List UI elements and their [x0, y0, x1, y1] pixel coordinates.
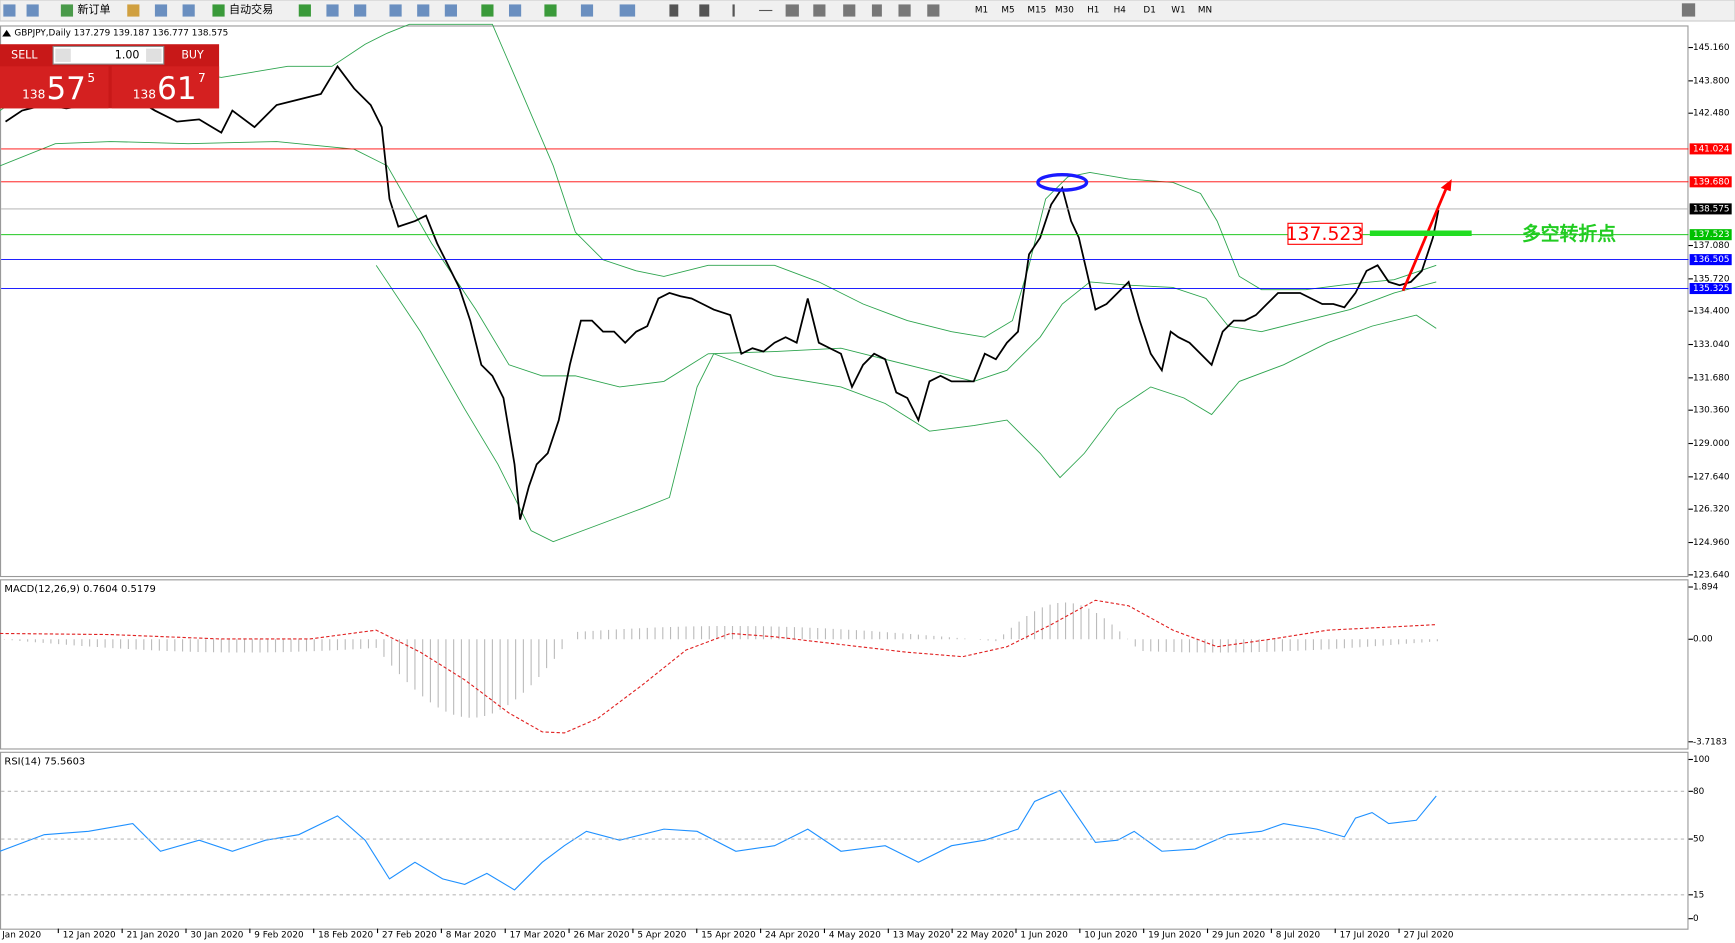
price-line-tag [1689, 254, 1732, 266]
bollinger-bands [0, 23, 1437, 543]
level-annotation: 137.523 [1286, 224, 1364, 245]
timeframe-button[interactable]: M30 [1055, 5, 1074, 15]
collapse-icon [2, 29, 12, 37]
date-label: 9 Feb 2020 [254, 931, 304, 941]
y-tick-label: 135.720 [1693, 274, 1730, 284]
lots-input[interactable]: 1.00 [115, 48, 140, 61]
symbol-info: GBPJPY,Daily 137.279 139.187 136.777 138… [14, 29, 228, 39]
date-label: 15 Apr 2020 [701, 931, 756, 941]
sell-price-big[interactable]: 138 [22, 88, 45, 102]
timeframe-button[interactable]: H4 [1114, 5, 1127, 15]
timeframe-button[interactable]: M15 [1027, 5, 1046, 15]
y-tick-label: 100 [1693, 755, 1710, 765]
one-click-trading [0, 44, 220, 109]
macd-histogram [3, 602, 1438, 718]
timeframe-button[interactable]: M5 [1001, 5, 1014, 15]
timeframe-button[interactable]: MN [1198, 5, 1212, 15]
y-tick-label: 15 [1693, 890, 1704, 900]
date-label: 4 May 2020 [829, 931, 881, 941]
buy-price-pips[interactable]: 61 [157, 71, 196, 107]
price-line-tag [1689, 283, 1732, 295]
price-line-label: 137.523 [1693, 230, 1730, 240]
y-tick-label: 131.680 [1693, 373, 1730, 383]
date-label: Jan 2020 [1, 931, 41, 941]
peak-highlight [1036, 173, 1089, 192]
price-line-label: 138.575 [1693, 204, 1730, 214]
y-tick-label: 133.040 [1693, 340, 1730, 350]
timeframe-button[interactable]: H1 [1087, 5, 1099, 15]
rsi-label: RSI(14) 75.5603 [4, 757, 85, 768]
trend-arrow [1401, 185, 1449, 292]
price-path [5, 64, 1440, 520]
price-line-tag [1689, 229, 1732, 241]
toolbar [0, 0, 1735, 22]
new-order-button[interactable]: 新订单 [77, 2, 110, 16]
sell-price-pips[interactable]: 57 [46, 71, 85, 107]
price-line-label: 136.505 [1693, 255, 1730, 265]
macd-panel [0, 579, 1689, 750]
macd-label: MACD(12,26,9) 0.7604 0.5179 [4, 584, 155, 595]
toolbar-icons [3, 3, 1696, 17]
buy-price-point[interactable]: 7 [198, 71, 206, 85]
price-line-label: 135.325 [1693, 284, 1730, 294]
buy-price-big[interactable]: 138 [133, 88, 156, 102]
date-label: 18 Feb 2020 [318, 931, 373, 941]
y-tick-label: 123.640 [1693, 570, 1730, 580]
date-label: 8 Jul 2020 [1276, 931, 1321, 941]
timeframe-button[interactable]: D1 [1143, 5, 1155, 15]
date-label: 17 Mar 2020 [510, 931, 566, 941]
arrow-head [1440, 179, 1452, 192]
date-label: 21 Jan 2020 [127, 931, 180, 941]
y-tick-label: 134.400 [1693, 307, 1730, 317]
y-tick-label: 80 [1693, 787, 1705, 797]
date-label: 24 Apr 2020 [765, 931, 820, 941]
y-tick-label: 0.00 [1693, 635, 1713, 645]
y-tick-label: 129.000 [1693, 439, 1730, 449]
sell-button[interactable]: SELL [11, 48, 38, 61]
y-tick-label: 50 [1693, 835, 1705, 845]
price-line-tag [1689, 176, 1732, 188]
rsi-panel [0, 751, 1689, 930]
date-label: 10 Jun 2020 [1084, 931, 1138, 941]
y-tick-label: 130.360 [1693, 406, 1730, 416]
y-tick-label: 127.640 [1693, 472, 1730, 482]
rsi-line [0, 789, 1437, 891]
date-label: 1 Jun 2020 [1020, 931, 1068, 941]
date-label: 27 Jul 2020 [1403, 931, 1453, 941]
date-label: 30 Jan 2020 [190, 931, 243, 941]
date-label: 5 Apr 2020 [637, 931, 686, 941]
y-tick-label: 0 [1693, 914, 1699, 924]
date-label: 29 Jun 2020 [1212, 931, 1266, 941]
y-tick-label: 124.960 [1693, 538, 1730, 548]
y-tick-label: -3.7183 [1693, 737, 1727, 747]
y-tick-label: 126.320 [1693, 505, 1730, 515]
price-panel [0, 25, 1689, 578]
timeframe-button[interactable]: M1 [975, 5, 988, 15]
buy-button[interactable]: BUY [181, 48, 204, 61]
price-line-label: 141.024 [1693, 144, 1730, 154]
date-label: 17 Jul 2020 [1340, 931, 1390, 941]
date-label: 22 May 2020 [957, 931, 1015, 941]
turning-point-annotation: 多空转折点 [1522, 222, 1616, 245]
price-line-tag [1689, 203, 1732, 215]
date-label: 8 Mar 2020 [446, 931, 497, 941]
date-label: 27 Feb 2020 [382, 931, 437, 941]
y-tick-label: 137.080 [1693, 241, 1730, 251]
price-line-tag [1689, 143, 1732, 155]
auto-trading-button[interactable]: 自动交易 [229, 2, 273, 16]
timeframe-button[interactable]: W1 [1171, 5, 1185, 15]
y-tick-label: 142.480 [1693, 109, 1730, 119]
price-line-label: 139.680 [1693, 177, 1730, 187]
y-tick-label: 143.800 [1693, 76, 1730, 86]
date-label: 26 Mar 2020 [574, 931, 630, 941]
y-tick-label: 1.894 [1693, 583, 1719, 593]
date-label: 19 Jun 2020 [1148, 931, 1202, 941]
macd-signal [0, 599, 1437, 734]
date-label: 13 May 2020 [893, 931, 951, 941]
y-tick-label: 145.160 [1693, 43, 1730, 53]
sell-price-point[interactable]: 5 [87, 71, 95, 85]
level-box [1287, 222, 1363, 245]
date-label: 12 Jan 2020 [63, 931, 116, 941]
